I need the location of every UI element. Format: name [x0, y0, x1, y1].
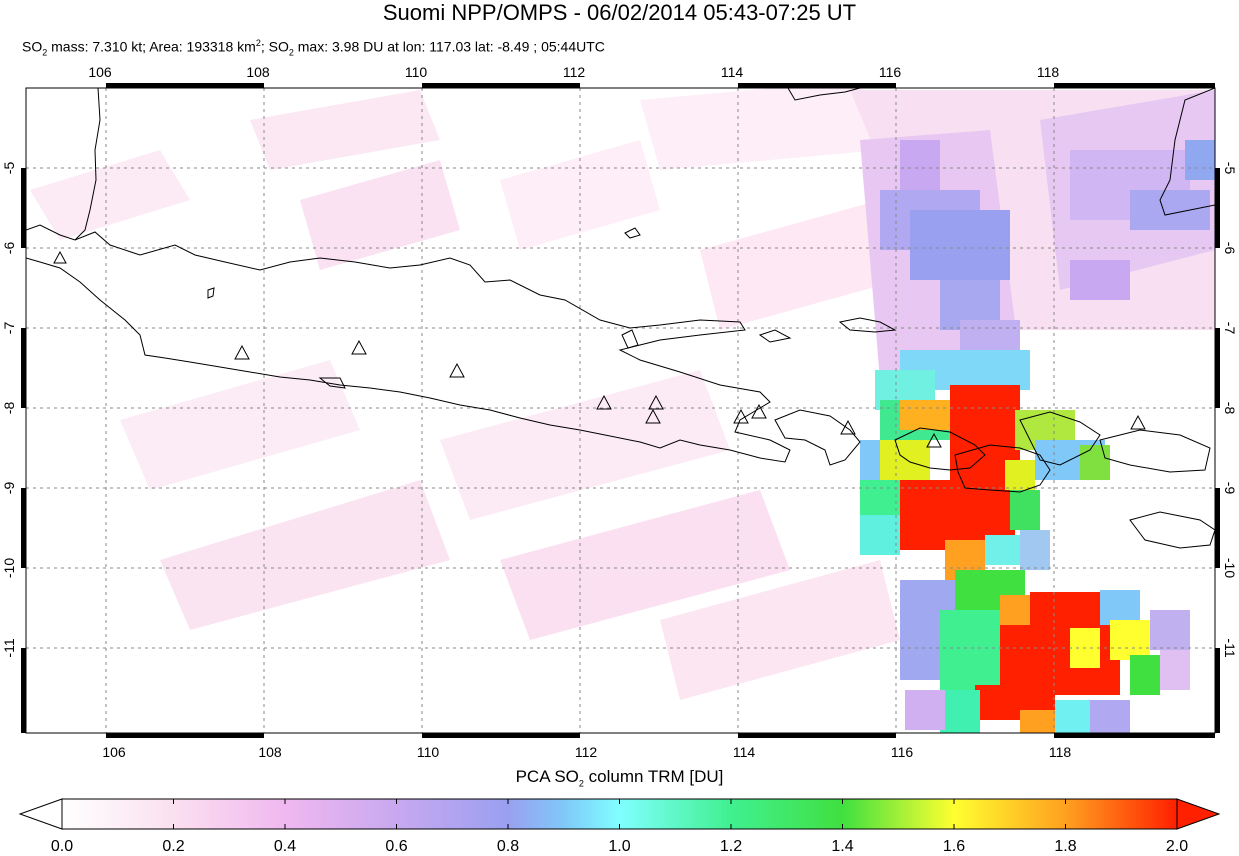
- lat-ticks-right: -5 -6 -7 -8 -9 -10 -11: [1222, 162, 1238, 658]
- colorbar-tick-label: 1.8: [1054, 838, 1077, 855]
- lon-tick-label: 108: [246, 64, 270, 80]
- lon-tick-label: 114: [733, 744, 756, 760]
- colorbar-label-sub: 2: [578, 778, 584, 789]
- colorbar-tick-label: 1.2: [719, 838, 743, 855]
- lat-tick-label: -9: [1, 482, 17, 495]
- volcano-marker: [648, 394, 664, 410]
- volcano-marker: [733, 408, 749, 424]
- subtitle-max-sub: 2: [288, 47, 294, 58]
- subtitle-mass-label: SO: [22, 38, 43, 55]
- lat-tick-label: -7: [1222, 322, 1238, 335]
- subtitle-sep: ; SO: [260, 38, 289, 55]
- volcano-marker: [840, 419, 856, 435]
- colorbar-tick-label: 1.4: [831, 838, 854, 855]
- map-title: Suomi NPP/OMPS - 06/02/2014 05:43-07:25 …: [382, 0, 857, 25]
- lat-tick-label: -5: [1, 162, 17, 175]
- colorbar-tick-label: 0.0: [50, 838, 74, 855]
- map-subtitle: SO2 mass: 7.310 kt; Area: 193318 km2; SO…: [22, 34, 605, 61]
- colorbar-tick-label: 0.8: [496, 838, 520, 855]
- subtitle-mass-text: mass: 7.310 kt; Area: 193318 km: [47, 38, 256, 55]
- colorbar-ticks: [173, 799, 1066, 829]
- lon-tick-label: 116: [891, 744, 914, 760]
- lon-ticks-top: 106 108 110 112 114 116 118: [88, 64, 1059, 80]
- volcano-markers: [53, 250, 1146, 448]
- volcano-marker: [645, 408, 661, 424]
- volcano-marker: [449, 362, 465, 378]
- lon-tick-label: 116: [879, 64, 902, 80]
- volcano-marker: [53, 250, 67, 264]
- volcano-marker: [596, 394, 612, 410]
- lat-tick-label: -8: [1222, 402, 1238, 415]
- lon-tick-label: 118: [1049, 744, 1072, 760]
- volcano-marker: [351, 339, 367, 355]
- map-frame: [21, 83, 1220, 738]
- lat-tick-label: -5: [1222, 162, 1238, 175]
- lon-tick-label: 112: [575, 744, 598, 760]
- subtitle-max-text: max: 3.98 DU at lon: 117.03 lat: -8.49 ;…: [293, 38, 605, 55]
- lon-tick-label: 112: [563, 64, 586, 80]
- colorbar-tick-label: 0.2: [162, 838, 185, 855]
- coastlines: [26, 88, 1215, 549]
- subtitle-mass-sub: 2: [42, 47, 48, 58]
- lat-tick-label: -9: [1222, 482, 1238, 495]
- volcano-marker: [751, 403, 767, 419]
- so2-overlay: [26, 88, 1215, 733]
- lat-tick-label: -11: [1, 638, 17, 657]
- lat-tick-label: -11: [1222, 638, 1238, 657]
- colorbar-tick-label: 0.4: [273, 838, 297, 855]
- lat-ticks-left: -5 -6 -7 -8 -9 -10 -11: [1, 162, 17, 658]
- colorbar-tick-label: 2.0: [1165, 838, 1189, 855]
- lon-ticks-bottom: 106 108 110 112 114 116 118: [102, 744, 1071, 760]
- volcano-marker: [234, 344, 250, 360]
- colorbar-left-arrow: [18, 798, 63, 830]
- lon-tick-label: 106: [102, 744, 126, 760]
- lat-tick-label: -6: [1, 242, 17, 255]
- lon-tick-label: 106: [88, 64, 112, 80]
- lat-tick-label: -10: [1222, 558, 1238, 578]
- colorbar-label: PCA SO2 column TRM [DU]: [0, 767, 1239, 788]
- lat-tick-label: -7: [1, 322, 17, 335]
- lon-tick-label: 110: [405, 64, 428, 80]
- colorbar-tick-label: 0.6: [385, 838, 408, 855]
- colorbar: [18, 798, 1221, 830]
- lat-tick-label: -6: [1222, 242, 1238, 255]
- volcano-marker: [926, 432, 942, 448]
- volcano-marker: [1130, 414, 1146, 430]
- lon-tick-label: 114: [721, 64, 744, 80]
- colorbar-right-arrow: [1176, 798, 1221, 830]
- colorbar-label-post: column TRM [DU]: [583, 767, 724, 786]
- graticule: [26, 88, 1215, 733]
- colorbar-tick-label: 1.6: [942, 838, 966, 855]
- subtitle-area-sup: 2: [255, 38, 261, 48]
- lon-tick-label: 110: [417, 744, 440, 760]
- lat-tick-label: -8: [1, 402, 17, 415]
- colorbar-tick-label: 1.0: [608, 838, 631, 855]
- lon-tick-label: 108: [258, 744, 282, 760]
- colorbar-label-pre: PCA SO: [515, 767, 579, 786]
- lon-tick-label: 118: [1037, 64, 1060, 80]
- lat-tick-label: -10: [1, 558, 17, 578]
